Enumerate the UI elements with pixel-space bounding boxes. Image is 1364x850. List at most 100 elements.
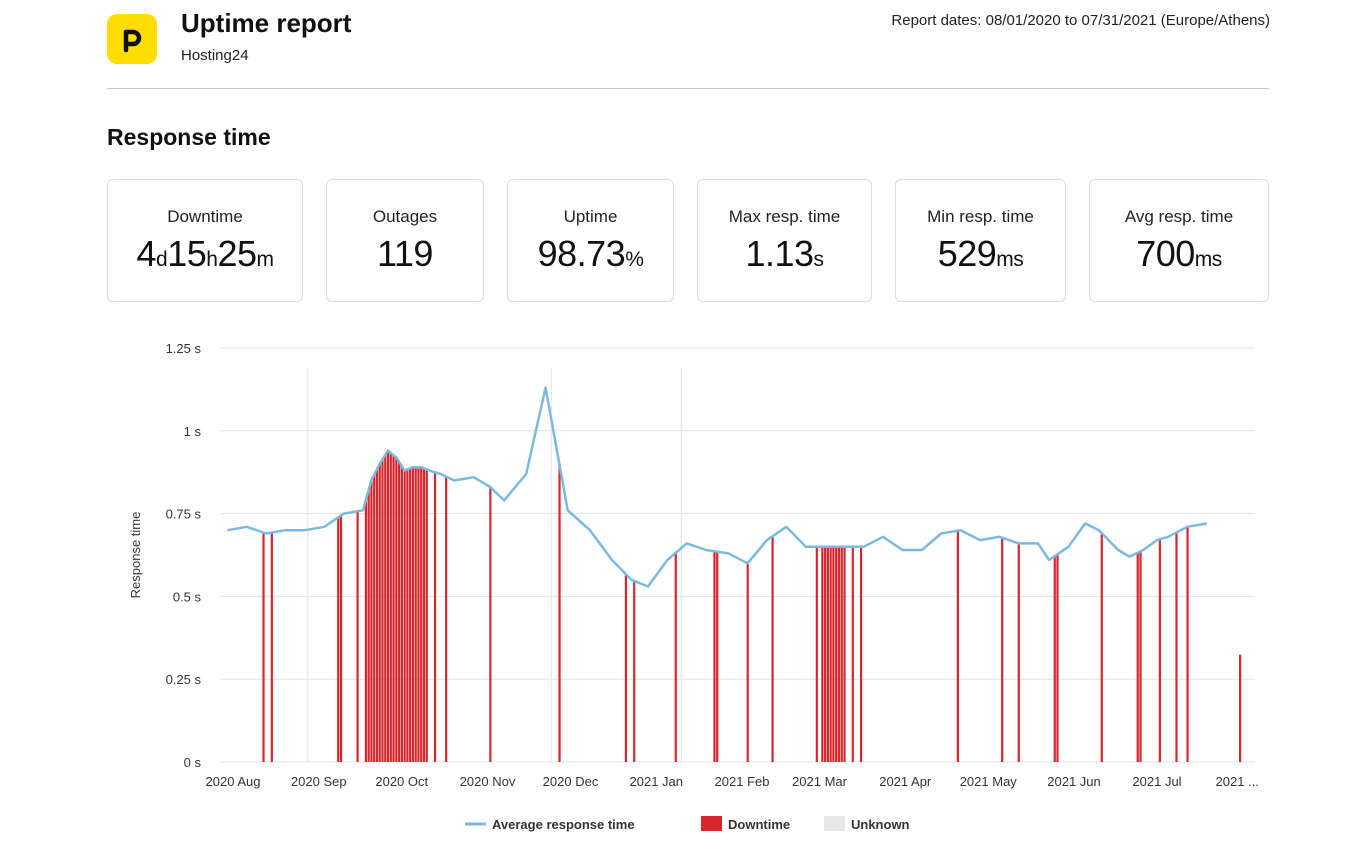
downtime-bar (406, 469, 409, 762)
downtime-bar (339, 515, 343, 762)
header-divider (107, 88, 1269, 89)
downtime-bar (364, 500, 367, 762)
downtime-bar (843, 546, 846, 762)
stat-value: 98.73% (537, 233, 644, 274)
monitor-name: Hosting24 (181, 47, 249, 64)
y-tick-label: 0 s (184, 755, 202, 770)
downtime-bar (859, 546, 863, 762)
downtime-bar (1100, 532, 1103, 762)
downtime-bar (1186, 526, 1189, 762)
downtime-bar (716, 551, 719, 762)
stat-card-downtime: Downtime 4d15h25m (107, 179, 303, 302)
downtime-bar (409, 468, 412, 762)
x-tick-label: 2021 May (960, 774, 1018, 789)
downtime-bar (624, 574, 628, 762)
stat-label: Downtime (167, 207, 243, 226)
downtime-bar (1001, 537, 1004, 762)
downtime-bar (392, 455, 395, 762)
downtime-bar (367, 490, 370, 762)
downtime-bar (835, 546, 838, 762)
downtime-bar (337, 517, 340, 762)
downtime-bar (821, 546, 824, 762)
downtime-bar (403, 470, 406, 762)
downtime-bar (829, 546, 832, 762)
downtime-bar (1158, 539, 1161, 762)
x-tick-label: 2021 Jun (1047, 774, 1101, 789)
downtime-bar (356, 511, 359, 762)
unknown-bar (550, 368, 552, 762)
downtime-bar (815, 546, 818, 762)
downtime-bar (851, 546, 854, 762)
downtime-bar (378, 463, 381, 762)
downtime-bar (746, 563, 749, 762)
y-tick-label: 0.75 s (166, 507, 202, 522)
y-tick-label: 1 s (184, 424, 202, 439)
stat-value: 1.13s (745, 233, 824, 274)
downtime-bar (417, 467, 420, 762)
legend-box-marker (824, 816, 845, 831)
stat-card-uptime: Uptime 98.73% (507, 179, 674, 302)
legend-box-marker (701, 816, 722, 831)
stat-card-max-resp-time: Max resp. time 1.13s (697, 179, 872, 302)
stat-card-min-resp-time: Min resp. time 529ms (895, 179, 1066, 302)
downtime-bar (633, 580, 636, 762)
downtime-bar (381, 459, 384, 762)
downtime-bar (1017, 543, 1020, 762)
downtime-bar (824, 546, 827, 762)
downtime-bar (558, 464, 561, 762)
downtime-bar (389, 452, 392, 762)
unknown-bar (680, 368, 682, 762)
x-tick-label: 2020 Oct (375, 774, 428, 789)
downtime-bar (373, 474, 376, 762)
x-tick-label: 2021 Feb (715, 774, 770, 789)
y-tick-label: 1.25 s (166, 341, 202, 356)
x-tick-label: 2021 Mar (792, 774, 848, 789)
stat-label: Avg resp. time (1124, 207, 1234, 226)
x-tick-label: 2021 Jul (1132, 774, 1181, 789)
x-tick-label: 2020 Aug (206, 774, 261, 789)
downtime-bar (370, 480, 373, 762)
downtime-bar (375, 469, 379, 762)
downtime-bar (270, 532, 273, 762)
downtime-bar (489, 487, 492, 762)
report-title: Uptime report (181, 8, 352, 38)
x-tick-label: 2021 Apr (879, 774, 932, 789)
downtime-bar (771, 536, 774, 762)
downtime-bar (1056, 554, 1059, 762)
x-tick-label: 2020 Nov (460, 774, 516, 789)
downtime-bar (1053, 556, 1056, 762)
response-time-chart: 0 s 0.25 s 0.5 s 0.75 s 1 s 1.25 s 2020 Aug 202… (128, 341, 1259, 832)
downtime-bar (433, 472, 437, 762)
stat-card-outages: Outages 119 (326, 179, 484, 302)
y-axis-label: Response time (128, 512, 143, 599)
downtime-bar (386, 450, 390, 762)
unknown-bar (307, 368, 309, 762)
legend-label: Average response time (492, 817, 635, 832)
stat-value: 700ms (1136, 233, 1222, 274)
stat-label: Outages (372, 207, 438, 226)
downtime-bar (414, 467, 417, 762)
stat-value: 119 (377, 233, 433, 274)
x-tick-label: 2021 Jan (630, 774, 684, 789)
downtime-bar (425, 469, 428, 762)
stat-card-avg-resp-time: Avg resp. time 700ms (1089, 179, 1269, 302)
report-dates: Report dates: 08/01/2020 to 07/31/2021 (… (891, 12, 1270, 29)
series-line-average-response-time (227, 386, 1208, 588)
downtime-bar (422, 468, 426, 762)
legend-label: Downtime (728, 817, 790, 832)
downtime-bar (1239, 654, 1242, 762)
y-tick-label: 0.5 s (173, 589, 202, 604)
section-title: Response time (107, 124, 271, 150)
downtime-bar (395, 457, 398, 762)
downtime-bar (674, 552, 677, 762)
downtime-bar (411, 467, 415, 762)
x-tick-label: 2020 Dec (543, 774, 599, 789)
downtime-bar (826, 546, 829, 762)
legend-label: Unknown (851, 817, 910, 832)
downtime-bar (400, 466, 403, 762)
downtime-bar (1139, 551, 1142, 762)
p-logo-icon (123, 29, 142, 53)
downtime-bar (397, 461, 401, 762)
stat-label: Max resp. time (728, 207, 841, 226)
downtime-bar (420, 467, 423, 762)
